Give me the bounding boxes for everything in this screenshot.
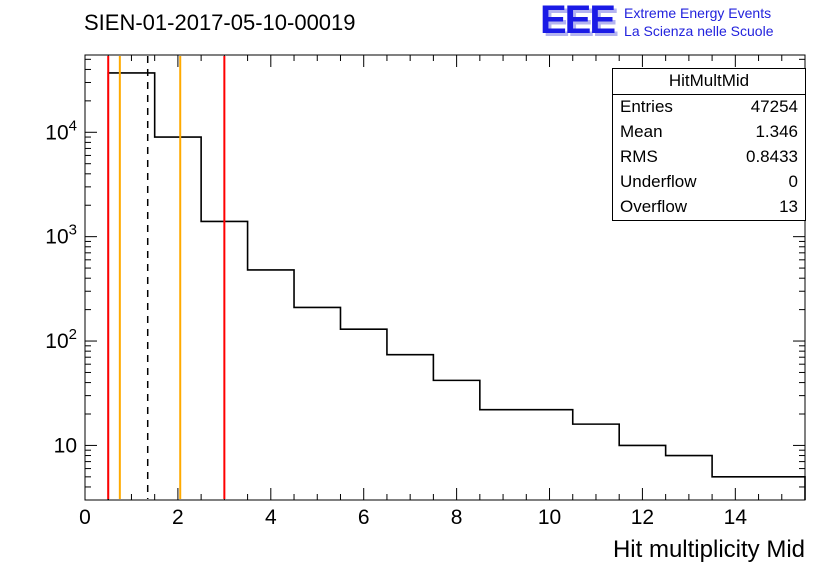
eee-logo: EEE Extreme Energy Events La Scienza nel…	[540, 0, 773, 42]
stats-value: 0	[788, 171, 798, 191]
eee-logo-line1: Extreme Energy Events	[624, 5, 772, 21]
svg-text:6: 6	[358, 506, 370, 529]
stats-value: 13	[779, 196, 798, 216]
svg-text:8: 8	[451, 506, 463, 529]
stats-value: 0.8433	[746, 146, 798, 166]
stats-row-entries: Entries 47254	[613, 95, 805, 120]
svg-text:10: 10	[538, 506, 561, 529]
stats-row-underflow: Underflow 0	[613, 170, 805, 195]
eee-logo-acronym: EEE	[540, 0, 616, 42]
stats-row-mean: Mean 1.346	[613, 120, 805, 145]
stats-label: Underflow	[620, 171, 697, 191]
svg-text:2: 2	[172, 506, 184, 529]
stats-box: HitMultMid Entries 47254 Mean 1.346 RMS …	[612, 68, 806, 221]
svg-text:10: 10	[54, 434, 77, 457]
x-axis-title: Hit multiplicity Mid	[612, 536, 805, 563]
plot-title: SIEN-01-2017-05-10-00019	[84, 10, 356, 35]
svg-text:103: 103	[45, 222, 77, 249]
svg-text:102: 102	[45, 326, 77, 353]
stats-label: RMS	[620, 146, 658, 166]
stats-box-title: HitMultMid	[613, 69, 805, 95]
stats-label: Overflow	[620, 196, 688, 216]
eee-logo-text: Extreme Energy Events La Scienza nelle S…	[624, 4, 773, 40]
stats-row-rms: RMS 0.8433	[613, 145, 805, 170]
svg-text:14: 14	[724, 506, 748, 529]
stats-row-overflow: Overflow 13	[613, 195, 805, 220]
stats-value: 47254	[750, 97, 798, 116]
stats-label: Mean	[620, 121, 663, 141]
eee-logo-line2: La Scienza nelle Scuole	[624, 23, 774, 40]
svg-text:12: 12	[631, 506, 654, 529]
svg-text:0: 0	[79, 506, 91, 529]
stats-label: Entries	[620, 97, 673, 116]
svg-text:104: 104	[45, 117, 77, 144]
svg-text:4: 4	[265, 506, 277, 529]
stats-value: 1.346	[755, 121, 798, 141]
